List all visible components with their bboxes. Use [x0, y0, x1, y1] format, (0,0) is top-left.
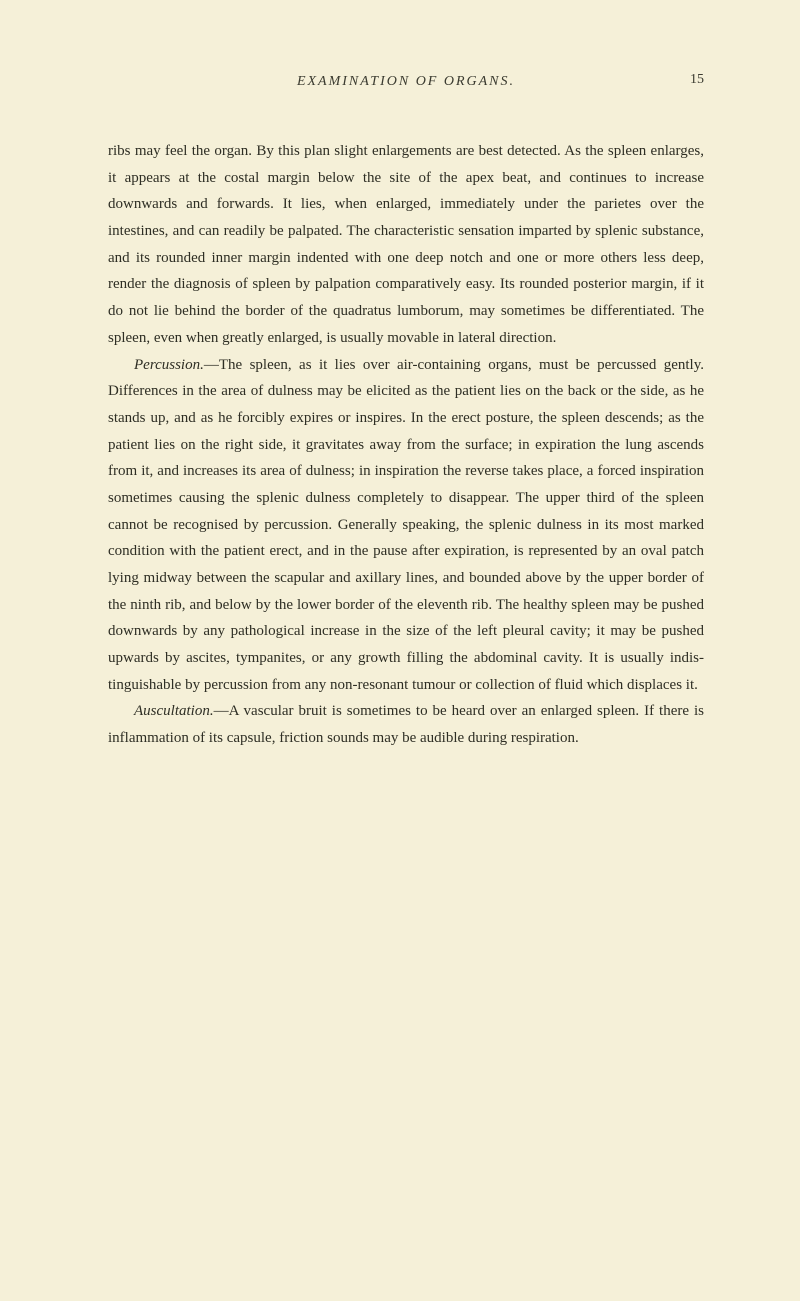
page-header: EXAMINATION OF ORGANS. 15: [108, 72, 704, 90]
body-text: ribs may feel the organ. By this plan sl…: [108, 138, 704, 752]
page-number: 15: [690, 72, 704, 88]
auscultation-heading: Auscultation.: [134, 703, 214, 719]
percussion-heading: Percussion.: [134, 357, 204, 373]
percussion-body: —The spleen, as it lies over air-contain…: [108, 357, 704, 693]
paragraph-3: Auscultation.—A vascular bruit is someti…: [108, 698, 704, 751]
running-title: EXAMINATION OF ORGANS.: [297, 74, 515, 90]
paragraph-1: ribs may feel the organ. By this plan sl…: [108, 138, 704, 352]
paragraph-2: Percussion.—The spleen, as it lies over …: [108, 352, 704, 699]
